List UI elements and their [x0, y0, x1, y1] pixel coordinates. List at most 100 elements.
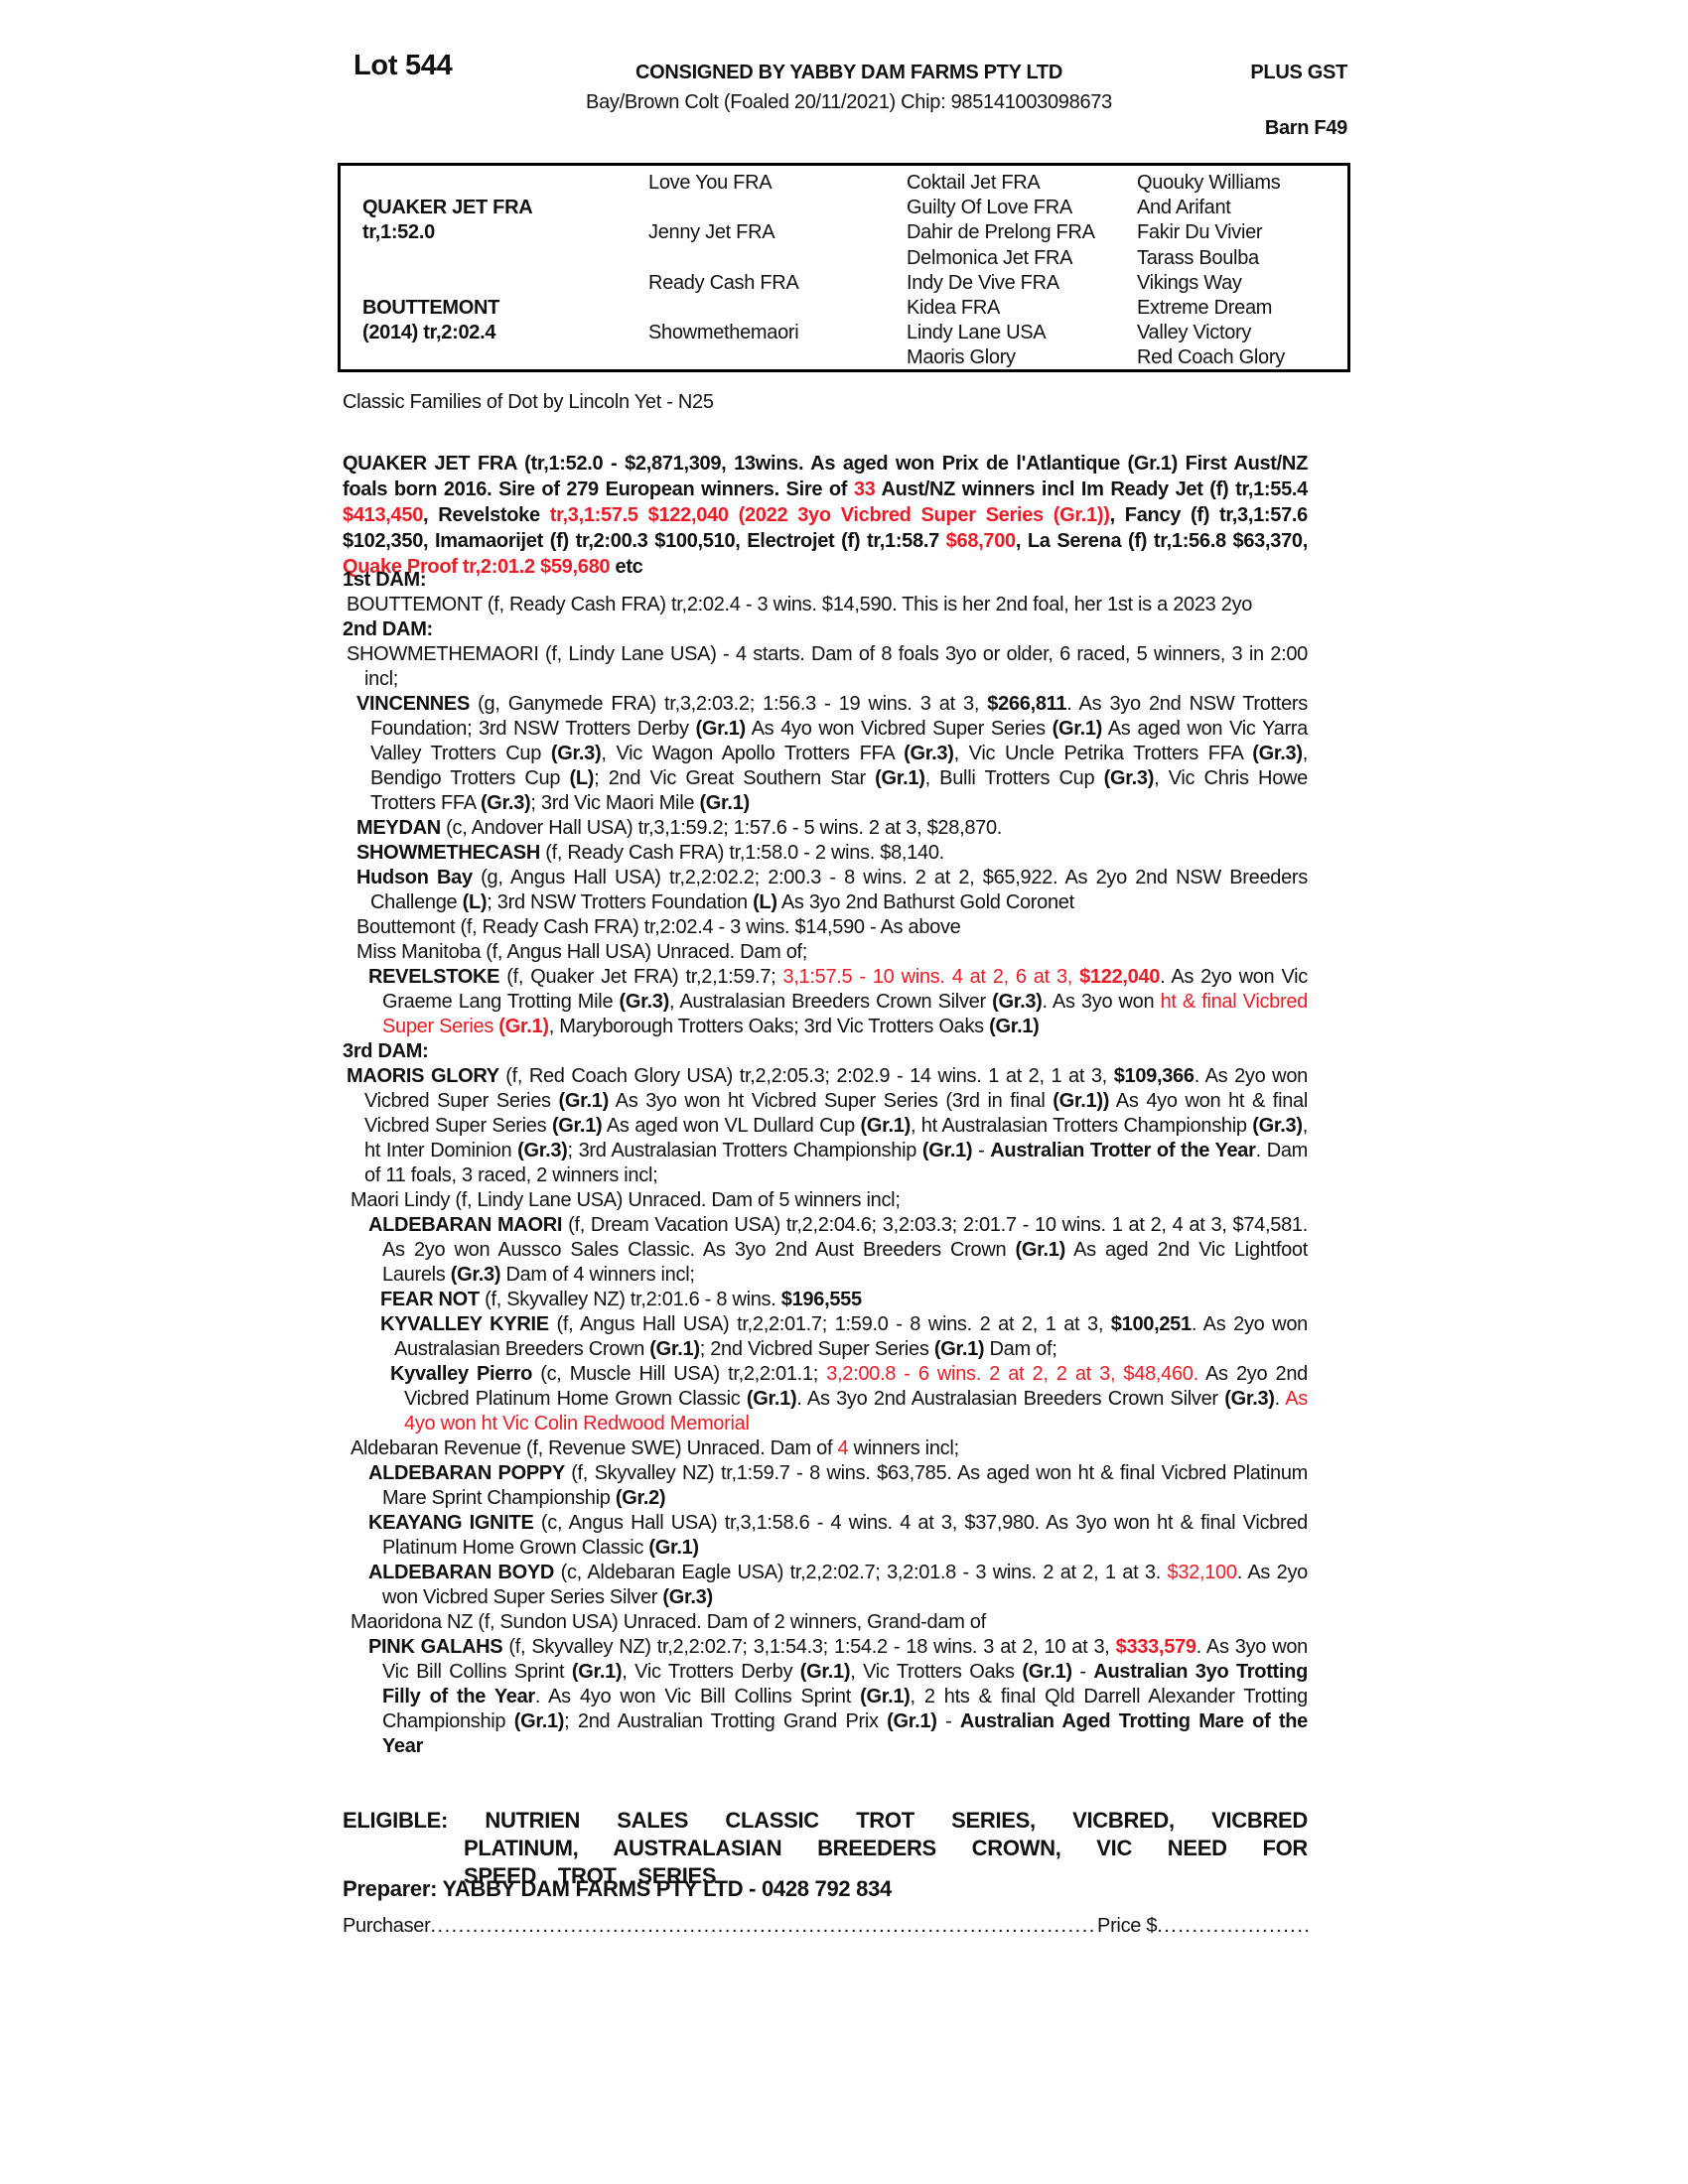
dam-record: (2014) tr,2:02.4 [362, 322, 496, 344]
pedigree-cell-gen4: And Arifant [1137, 197, 1231, 219]
text-segment: (Gr.1) [933, 1338, 985, 1360]
pedigree-cell-gen4: Vikings Way [1137, 271, 1242, 294]
text-segment: (Gr.1) [551, 1115, 603, 1137]
text-segment: As 4yo won Vicbred Super Series [745, 718, 1053, 740]
text-segment: (f, Angus Hall USA) tr,2,2:01.7; 1:59.0 … [556, 1313, 1111, 1335]
text-segment: PINK GALAHS [368, 1636, 509, 1658]
pedigree-paragraph: Maori Lindy (f, Lindy Lane USA) Unraced.… [343, 1188, 1308, 1213]
text-segment: (Gr.1) [921, 1140, 973, 1161]
text-segment: . As 2yo won Vicbred Super Series Silver [382, 1562, 1309, 1608]
text-segment: , Fancy (f) tr,3,1:57.6 $102,350, Imamao… [343, 504, 1308, 552]
text-segment: (Gr.1) [1015, 1239, 1066, 1261]
text-segment: , Revelstoke [423, 504, 550, 526]
text-segment: , Bendigo Trotters Cup [370, 743, 1308, 789]
text-segment: (c, Aldebaran Eagle USA) tr,2,2:02.7; 3,… [560, 1562, 1168, 1583]
sire: QUAKER JET FRA tr,1:52.0 [362, 196, 648, 245]
text-segment: . As 2yo won Vicbred Super Series [364, 1065, 1308, 1112]
purchaser-dots: ........................................… [430, 1915, 1097, 1937]
text-segment: , Vic Wagon Apollo Trotters FFA [601, 743, 905, 764]
text-segment: (Gr.3) [1224, 1388, 1275, 1410]
text-segment: (f, Quaker Jet FRA) tr,2,1:59.7; [506, 966, 783, 988]
text-segment: (f, Ready Cash FRA) tr,1:58.0 - 2 wins. … [545, 842, 944, 864]
text-segment: winners incl; [848, 1437, 959, 1459]
price-dots: ........................................… [1157, 1915, 1308, 1937]
pedigree-paragraph: MEYDAN (c, Andover Hall USA) tr,3,1:59.2… [343, 816, 1308, 841]
text-segment: (Gr.3) [450, 1264, 501, 1286]
text-segment: (Gr.1) [989, 1016, 1040, 1037]
text-segment: (L) [569, 767, 595, 789]
pedigree-paragraph: Miss Manitoba (f, Angus Hall USA) Unrace… [343, 940, 1308, 965]
text-segment: Kyvalley Pierro [390, 1363, 541, 1385]
classic-families-line: Classic Families of Dot by Lincoln Yet -… [343, 391, 714, 413]
text-segment: (Gr.3) [992, 991, 1043, 1013]
text-segment: Dam of 4 winners incl; [500, 1264, 695, 1286]
highlighted-text: $122,040 [1079, 966, 1161, 988]
pedigree-cell-gen4: Tarass Boulba [1137, 246, 1259, 269]
text-segment: (Gr.3) [1252, 1115, 1303, 1137]
text-segment: (Gr.1)) [1053, 1090, 1110, 1112]
text-segment: As 3yo won ht Vicbred Super Series (3rd … [608, 1090, 1054, 1112]
text-segment: . As 2yo won Vic Graeme Lang Trotting Mi… [382, 966, 1308, 1013]
pedigree-paragraph: Hudson Bay (g, Angus Hall USA) tr,2,2:02… [343, 866, 1308, 915]
text-segment: Australian Aged Trotting Mare of the Yea… [382, 1710, 1308, 1757]
text-segment: (c, Angus Hall USA) tr,3,1:58.6 - 4 wins… [382, 1512, 1309, 1559]
text-segment: As aged 2nd Vic Lightfoot Laurels [382, 1239, 1309, 1286]
text-segment: KEAYANG IGNITE [368, 1512, 541, 1534]
text-segment: (g, Angus Hall USA) tr,2,2:02.2; 2:00.3 … [370, 867, 1308, 913]
pedigree-paragraph: Bouttemont (f, Ready Cash FRA) tr,2:02.4… [343, 915, 1308, 940]
text-segment: QUAKER JET FRA (tr,1:52.0 - $2,871,309, … [343, 453, 1308, 500]
highlighted-text: ht & final Vicbred Super Series [382, 991, 1308, 1037]
text-segment: (Gr.1) [799, 1661, 851, 1683]
text-segment: (f, Red Coach Glory USA) tr,2,2:05.3; 2:… [505, 1065, 1114, 1087]
text-segment: (Gr.1) [746, 1388, 797, 1410]
pedigree-paragraph: REVELSTOKE (f, Quaker Jet FRA) tr,2,1:59… [343, 965, 1308, 1039]
highlighted-text: $413,450 [343, 504, 424, 526]
pedigree-cell-gen4: Quouky Williams [1137, 172, 1281, 194]
barn-number: Barn F49 [1264, 117, 1347, 139]
text-segment: (Gr.2) [615, 1487, 666, 1509]
text-segment: Australian 3yo Trotting Filly of the Yea… [382, 1661, 1308, 1707]
text-segment: Hudson Bay [356, 867, 482, 888]
price-label: Price $ [1097, 1915, 1158, 1937]
preparer-line: Preparer: YABBY DAM FARMS PTY LTD - 0428… [343, 1876, 892, 1901]
text-segment: (Gr.3) [1252, 743, 1303, 764]
pedigree-paragraph: Kyvalley Pierro (c, Muscle Hill USA) tr,… [343, 1362, 1308, 1436]
pedigree-cell-gen4: Valley Victory [1137, 322, 1252, 344]
text-segment: (Gr.1) [1022, 1661, 1072, 1683]
pedigree-cell-gen2: Jenny Jet FRA [648, 221, 775, 244]
pedigree-paragraph: SHOWMETHEMAORI (f, Lindy Lane USA) - 4 s… [343, 642, 1308, 692]
highlighted-text: $32,100 [1167, 1562, 1238, 1583]
text-segment: (Gr.1) [860, 1686, 911, 1707]
text-segment: $196,555 [780, 1289, 862, 1310]
text-segment: , Maryborough Trotters Oaks; 3rd Vic Tro… [548, 1016, 990, 1037]
pedigree-section: 1st DAM: BOUTTEMONT (f, Ready Cash FRA) t… [343, 568, 1308, 1759]
text-segment: MAORIS GLORY [347, 1065, 506, 1087]
sire-summary: QUAKER JET FRA (tr,1:52.0 - $2,871,309, … [343, 451, 1308, 580]
pedigree-paragraph: Aldebaran Revenue (f, Revenue SWE) Unrac… [343, 1436, 1308, 1461]
text-segment: . As 3yo 2nd Australasian Breeders Crown… [796, 1388, 1225, 1410]
text-segment: 3rd DAM: [343, 1040, 429, 1062]
text-segment: , La Serena (f) tr,1:56.8 $63,370, [1015, 530, 1308, 552]
text-segment: , ht Inter Dominion [364, 1115, 1308, 1161]
text-segment: - [936, 1710, 960, 1732]
pedigree-table: QUAKER JET FRA tr,1:52.0 BOUTTEMONT (2014) … [338, 163, 1350, 372]
text-segment: MEYDAN [356, 817, 447, 839]
text-segment: As aged won Vic Yarra Valley Trotters Cu… [370, 718, 1308, 764]
dam: BOUTTEMONT (2014) tr,2:02.4 [362, 296, 648, 345]
text-segment: (Gr.1) [695, 718, 746, 740]
text-segment: BOUTTEMONT (f, Ready Cash FRA) tr,2:02.4… [347, 594, 1253, 615]
text-segment: 2nd DAM: [343, 618, 433, 640]
colt-description: Bay/Brown Colt (Foaled 20/11/2021) Chip:… [586, 91, 1112, 113]
text-segment: , 2 hts & final Qld Darrell Alexander Tr… [382, 1686, 1308, 1732]
purchaser-label: Purchaser [343, 1915, 431, 1937]
dam-heading: 2nd DAM: [343, 617, 1308, 642]
pedigree-cell-gen3: Maoris Glory [907, 346, 1016, 369]
text-segment: (Gr.1) [648, 1537, 699, 1559]
text-segment: (Gr.1) [875, 767, 925, 789]
pedigree-paragraph: PINK GALAHS (f, Skyvalley NZ) tr,2,2:02.… [343, 1635, 1308, 1759]
text-segment: Maoridona NZ (f, Sundon USA) Unraced. Da… [351, 1611, 986, 1633]
pedigree-cell-gen3: Coktail Jet FRA [907, 172, 1041, 194]
pedigree-paragraph: VINCENNES (g, Ganymede FRA) tr,3,2:03.2;… [343, 692, 1308, 816]
text-segment: Maori Lindy (f, Lindy Lane USA) Unraced.… [351, 1189, 901, 1211]
highlighted-text: 33 [853, 478, 876, 500]
